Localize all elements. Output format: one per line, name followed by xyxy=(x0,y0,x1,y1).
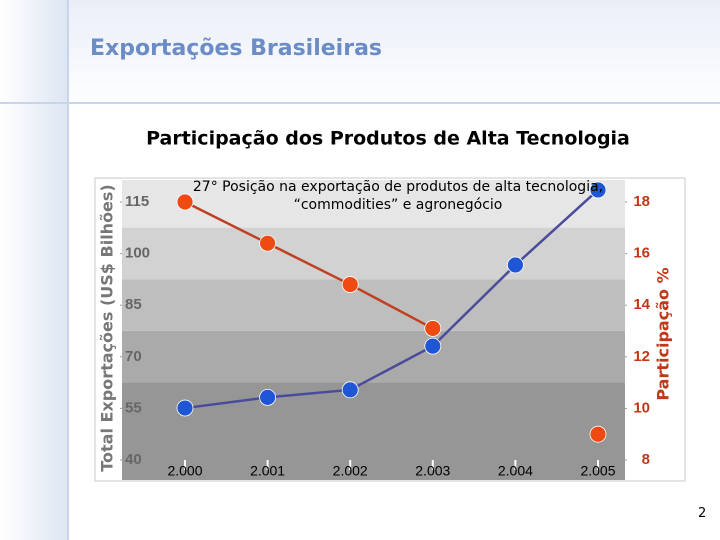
y2-tick-label: 16 xyxy=(633,245,650,262)
data-point xyxy=(341,276,359,293)
band xyxy=(122,382,625,480)
band xyxy=(122,227,625,280)
series-line xyxy=(184,189,599,410)
y-tick-label: 115 xyxy=(125,193,149,210)
plot: 40 55 70 85 100 115 8 10 12 14 16 18 2.000 2.001 2.002… xyxy=(94,177,686,482)
data-point xyxy=(259,388,277,406)
data-point xyxy=(507,256,524,274)
data-point xyxy=(424,320,442,337)
data-point xyxy=(589,181,607,199)
chart-title: Participação dos Produtos de Alta Tecnol… xyxy=(146,128,630,150)
y-tick-label: 85 xyxy=(125,296,142,313)
data-point xyxy=(424,337,442,355)
y-axis-label: Total Exportações (US$ Bilhões) xyxy=(98,184,117,472)
slide-title: Exportações Brasileiras xyxy=(90,36,383,61)
x-tick-label: 2.004 xyxy=(498,463,533,479)
y2-tick-label: 8 xyxy=(642,451,650,468)
side-strip xyxy=(0,0,68,540)
x-tick-label: 2.005 xyxy=(580,463,615,479)
band xyxy=(122,330,625,383)
x-tick-label: 2.000 xyxy=(167,463,202,479)
page-number: 2 xyxy=(698,506,707,521)
data-point xyxy=(341,381,359,399)
band xyxy=(122,279,625,331)
x-tick-label: 2.003 xyxy=(415,463,450,479)
annotation: 27° Posição na exportação de produtos de… xyxy=(192,179,604,213)
data-point xyxy=(176,399,194,417)
y-tick-label: 70 xyxy=(125,348,142,365)
y2-tick-label: 12 xyxy=(633,348,650,365)
y2-axis-label: Participação % xyxy=(654,267,673,400)
data-point xyxy=(259,234,277,252)
y-tick-label: 55 xyxy=(125,399,142,416)
data-point xyxy=(176,193,194,211)
y-tick-label: 40 xyxy=(125,451,142,468)
x-tick-label: 2.001 xyxy=(250,463,285,479)
y-tick-label: 100 xyxy=(125,245,150,262)
x-tick-label: 2.002 xyxy=(333,463,368,479)
y2-tick-label: 10 xyxy=(633,399,650,416)
band xyxy=(122,180,625,228)
y2-tick-label: 18 xyxy=(633,193,650,210)
data-point xyxy=(589,425,607,443)
y2-tick-label: 14 xyxy=(633,296,650,313)
